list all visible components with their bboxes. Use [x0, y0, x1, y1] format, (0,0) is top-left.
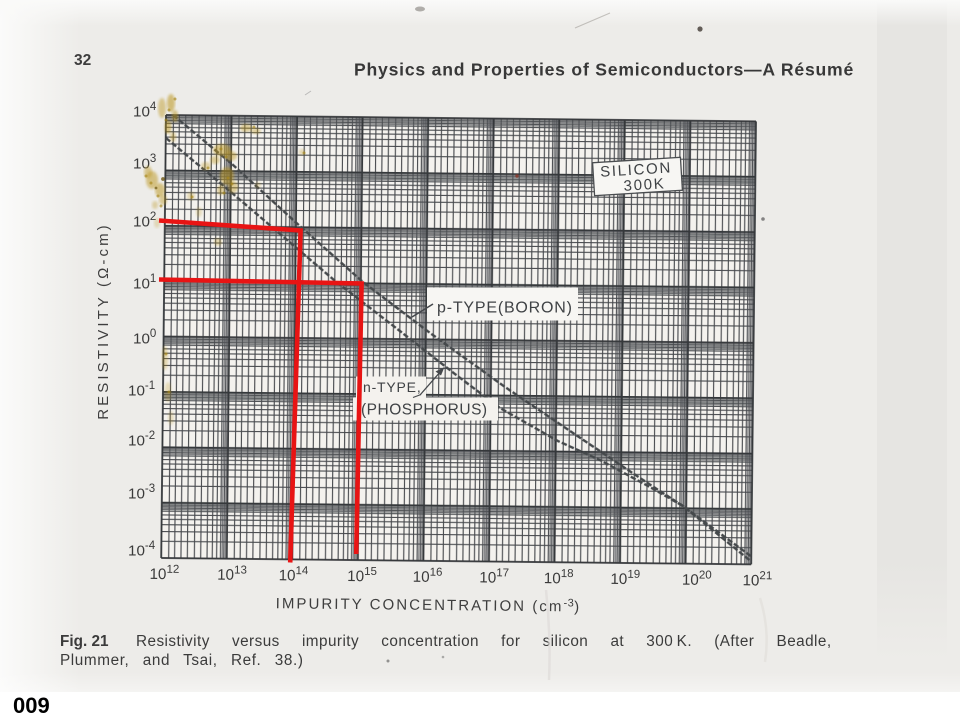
- svg-text:IMPURITY CONCENTRATION (cm-3): IMPURITY CONCENTRATION (cm-3): [276, 594, 582, 615]
- svg-text:SILICON: SILICON: [600, 159, 673, 180]
- svg-text:Physics and Properties of Semi: Physics and Properties of Semiconductors…: [354, 60, 854, 80]
- svg-text:(PHOSPHORUS): (PHOSPHORUS): [361, 402, 488, 419]
- svg-text:n-TYPE,: n-TYPE,: [363, 379, 422, 395]
- svg-text:Plummer, and Tsai, Ref. 38.): Plummer, and Tsai, Ref. 38.): [60, 652, 304, 669]
- svg-text:p-TYPE(BORON): p-TYPE(BORON): [437, 300, 573, 317]
- svg-text:RESISTIVITY (Ω-cm): RESISTIVITY (Ω-cm): [95, 222, 112, 420]
- svg-text:300K: 300K: [623, 175, 666, 195]
- svg-text:009: 009: [13, 693, 50, 718]
- svg-text:32: 32: [74, 52, 91, 69]
